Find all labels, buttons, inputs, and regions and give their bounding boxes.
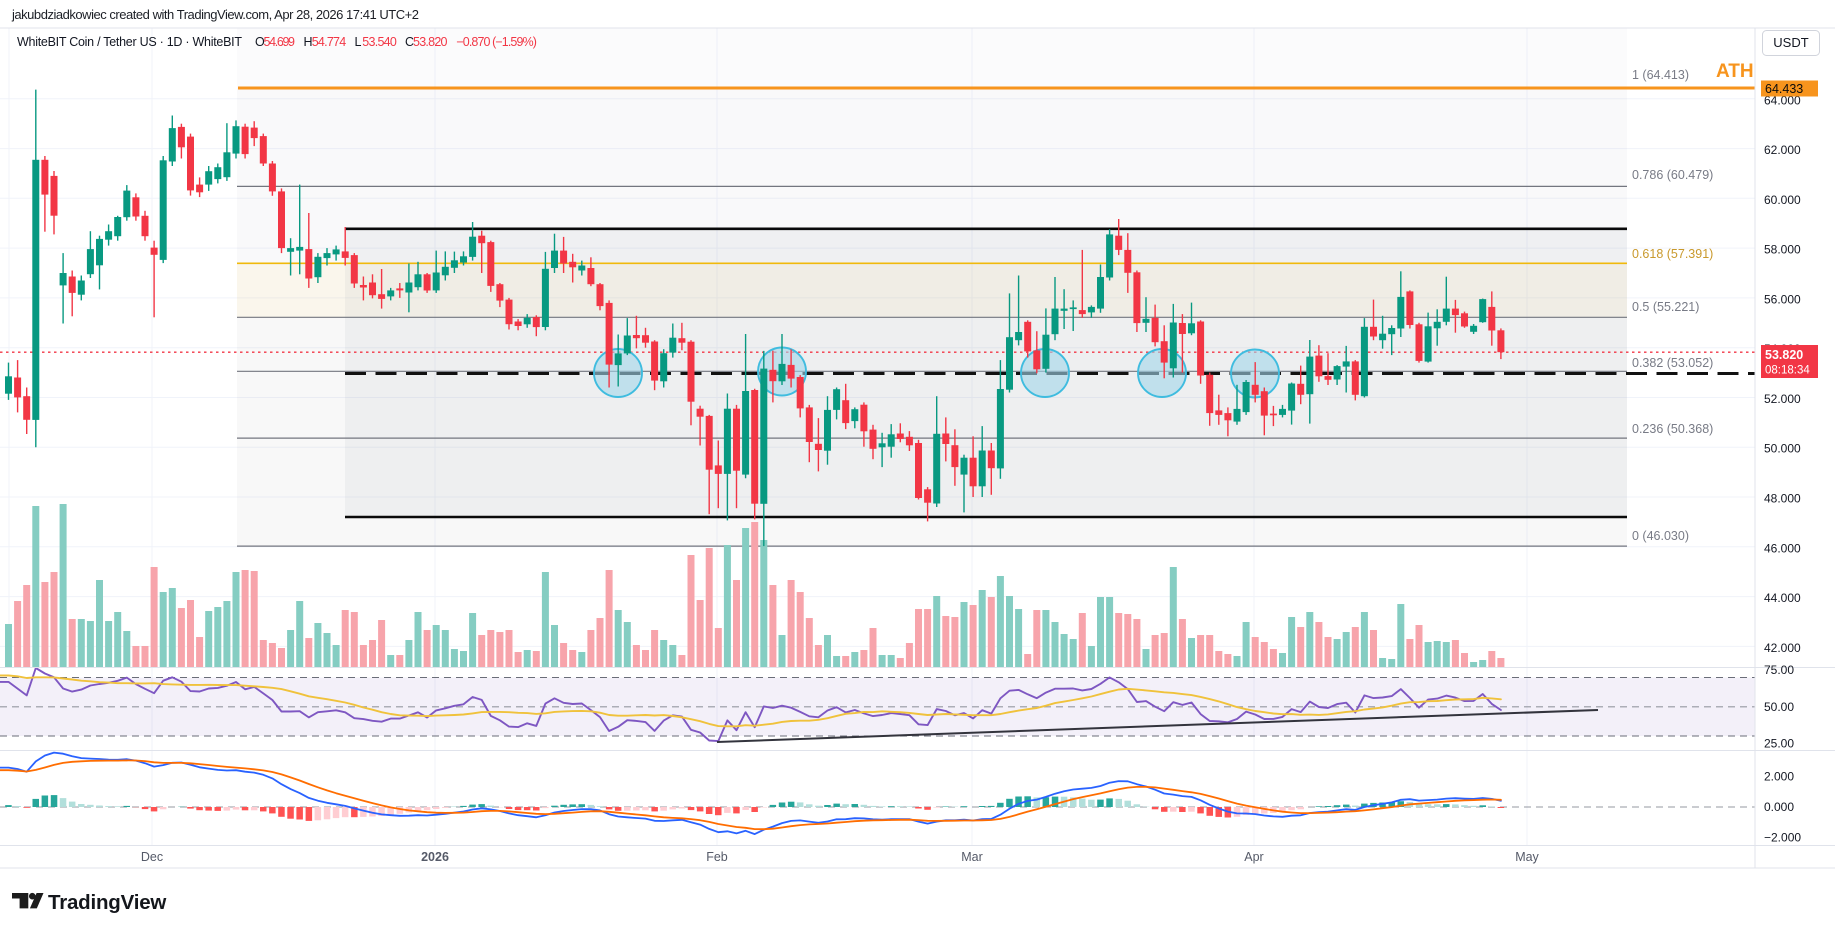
svg-text:1 (64.413): 1 (64.413) (1632, 68, 1689, 82)
svg-text:0.618 (57.391): 0.618 (57.391) (1632, 247, 1713, 261)
svg-text:0.382 (53.052): 0.382 (53.052) (1632, 356, 1713, 370)
svg-text:Mar: Mar (961, 850, 983, 864)
svg-text:44.000: 44.000 (1764, 591, 1801, 605)
svg-text:62.000: 62.000 (1764, 143, 1801, 157)
svg-text:52.000: 52.000 (1764, 392, 1801, 406)
svg-text:56.000: 56.000 (1764, 292, 1801, 306)
svg-text:0 (46.030): 0 (46.030) (1632, 529, 1689, 543)
svg-text:2.000: 2.000 (1764, 769, 1794, 783)
svg-text:2026: 2026 (421, 850, 449, 864)
svg-text:0.5 (55.221): 0.5 (55.221) (1632, 300, 1699, 314)
svg-text:May: May (1515, 850, 1539, 864)
svg-text:64.433: 64.433 (1765, 82, 1803, 96)
svg-text:0.000: 0.000 (1764, 800, 1794, 814)
svg-text:Feb: Feb (706, 850, 728, 864)
svg-text:50.000: 50.000 (1764, 442, 1801, 456)
svg-text:60.000: 60.000 (1764, 193, 1801, 207)
svg-text:−2.000: −2.000 (1764, 831, 1801, 845)
svg-text:46.000: 46.000 (1764, 541, 1801, 555)
svg-text:Dec: Dec (141, 850, 163, 864)
svg-text:USDT: USDT (1773, 35, 1808, 50)
svg-text:ATH: ATH (1716, 61, 1754, 82)
svg-text:WhiteBIT Coin / Tether US · 1D: WhiteBIT Coin / Tether US · 1D · WhiteBI… (17, 35, 537, 49)
svg-text:25.00: 25.00 (1764, 736, 1794, 750)
svg-text:48.000: 48.000 (1764, 492, 1801, 506)
svg-text:08:18:34: 08:18:34 (1765, 365, 1810, 377)
svg-text:50.00: 50.00 (1764, 700, 1794, 714)
svg-text:0.236 (50.368): 0.236 (50.368) (1632, 422, 1713, 436)
svg-text:0.786 (60.479): 0.786 (60.479) (1632, 168, 1713, 182)
svg-text:58.000: 58.000 (1764, 243, 1801, 257)
svg-text:jakubdziadkowiec created with: jakubdziadkowiec created with TradingVie… (11, 7, 419, 22)
svg-text:TradingView: TradingView (48, 891, 166, 914)
svg-text:Apr: Apr (1244, 850, 1263, 864)
svg-text:75.00: 75.00 (1764, 663, 1794, 677)
svg-text:42.000: 42.000 (1764, 641, 1801, 655)
svg-text:53.820: 53.820 (1765, 348, 1803, 362)
